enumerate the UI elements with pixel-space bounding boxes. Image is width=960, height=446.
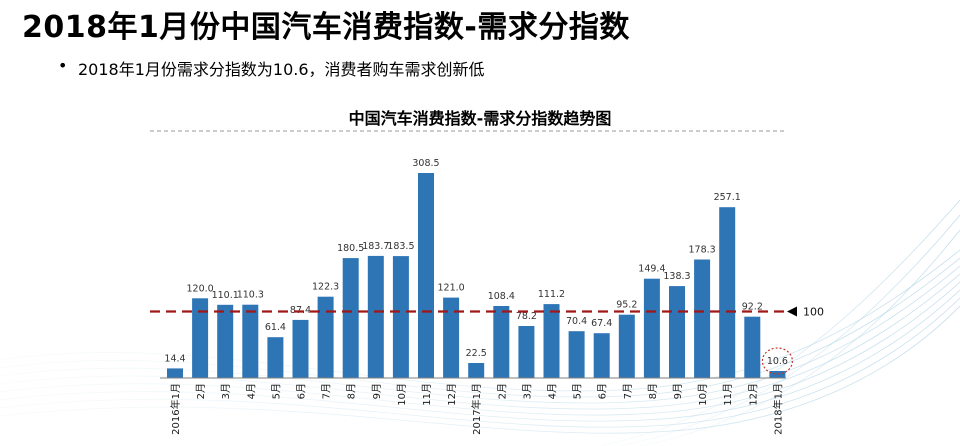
value-label-13: 108.4 — [488, 291, 515, 302]
tick-label-13: 2月 — [496, 383, 508, 399]
tick-label-4: 5月 — [270, 383, 282, 399]
bar-12 — [468, 363, 485, 378]
bar-18 — [618, 314, 635, 378]
bar-3 — [242, 304, 259, 378]
tick-label-0: 2016年1月 — [169, 383, 182, 435]
chart-title: 中国汽车消费指数-需求分指数趋势图 — [348, 109, 612, 128]
reference-line-group: 100 — [150, 306, 824, 319]
value-label-1: 120.0 — [186, 283, 213, 294]
bar-15 — [543, 304, 560, 378]
value-label-0: 14.4 — [164, 353, 185, 364]
bar-16 — [568, 331, 585, 378]
bar-22 — [719, 207, 736, 378]
bar-1 — [192, 298, 209, 378]
value-label-16: 70.4 — [566, 316, 587, 327]
tick-label-23: 12月 — [747, 383, 759, 406]
decorative-waves — [0, 199, 960, 446]
page-title: 2018年1月份中国汽车消费指数-需求分指数 — [22, 10, 630, 45]
value-label-9: 183.5 — [387, 241, 414, 252]
value-label-11: 121.0 — [437, 283, 464, 294]
bar-0 — [167, 368, 183, 378]
tick-label-3: 4月 — [245, 383, 257, 399]
bullet-dot: • — [58, 56, 68, 75]
value-label-17: 67.4 — [591, 318, 612, 329]
bar-11 — [443, 297, 460, 378]
tick-label-2: 3月 — [220, 383, 232, 399]
tick-label-12: 2017年1月 — [470, 383, 483, 435]
tick-label-21: 10月 — [697, 383, 709, 406]
value-label-15: 111.2 — [538, 289, 565, 300]
tick-labels-group: 2016年1月 2月 3月 4月 5月 6月 7月 8月 9月 10月 11月 12月 2017年1月 2… — [169, 383, 784, 435]
tick-label-6: 7月 — [321, 383, 333, 399]
value-label-6: 122.3 — [312, 282, 339, 293]
value-label-20: 138.3 — [663, 271, 690, 282]
bar-6 — [317, 296, 334, 378]
tick-label-20: 9月 — [672, 383, 684, 399]
value-label-7: 180.5 — [337, 243, 364, 254]
bar-17 — [593, 333, 610, 378]
value-label-2: 110.1 — [212, 290, 239, 301]
bar-14 — [518, 326, 535, 378]
tick-label-7: 8月 — [346, 383, 358, 399]
value-label-8: 183.7 — [362, 241, 389, 252]
tick-label-15: 4月 — [547, 383, 559, 399]
highlight-circle — [761, 347, 794, 375]
value-label-18: 95.2 — [616, 300, 637, 311]
value-label-3: 110.3 — [237, 290, 264, 301]
tick-label-18: 7月 — [622, 383, 634, 399]
bar-7 — [342, 258, 359, 378]
value-label-10: 308.5 — [412, 158, 439, 169]
reference-arrow-icon — [787, 306, 797, 317]
tick-label-8: 9月 — [371, 383, 383, 399]
value-label-21: 178.3 — [688, 245, 715, 256]
tick-label-14: 3月 — [521, 383, 533, 399]
bar-2 — [217, 304, 234, 378]
value-label-19: 149.4 — [638, 264, 665, 275]
tick-label-9: 10月 — [396, 383, 408, 406]
tick-label-24: 2018年1月 — [771, 383, 784, 435]
bar-9 — [392, 256, 409, 378]
value-label-22: 257.1 — [714, 192, 741, 203]
summary-text: 2018年1月份需求分指数为10.6，消费者购车需求创新低 — [78, 60, 485, 79]
bar-23 — [744, 316, 761, 378]
value-labels-group: 14.4120.0110.1110.361.487.4122.3180.5183… — [164, 158, 794, 375]
bar-4 — [267, 337, 284, 378]
tick-label-16: 5月 — [572, 383, 584, 399]
value-label-24: 10.6 — [767, 356, 788, 367]
tick-label-22: 11月 — [722, 383, 734, 406]
tick-label-10: 11月 — [421, 383, 433, 406]
value-label-4: 61.4 — [265, 322, 286, 333]
bar-21 — [694, 259, 711, 378]
bar-19 — [643, 278, 660, 378]
bar-13 — [493, 306, 510, 378]
value-label-14: 78.2 — [516, 311, 537, 322]
tick-label-17: 6月 — [597, 383, 609, 399]
bar-20 — [669, 286, 685, 378]
bar-5 — [292, 319, 309, 378]
tick-label-19: 8月 — [647, 383, 659, 399]
value-label-23: 92.2 — [742, 302, 763, 313]
reference-label: 100 — [803, 306, 824, 319]
tick-label-5: 6月 — [296, 383, 308, 399]
bars-group — [167, 173, 786, 378]
bar-8 — [367, 255, 384, 378]
value-label-12: 22.5 — [466, 348, 487, 359]
tick-label-11: 12月 — [446, 383, 458, 406]
bar-10 — [418, 173, 434, 378]
summary-bullet: • 2018年1月份需求分指数为10.6，消费者购车需求创新低 — [58, 56, 485, 80]
tick-label-1: 2月 — [195, 383, 207, 399]
